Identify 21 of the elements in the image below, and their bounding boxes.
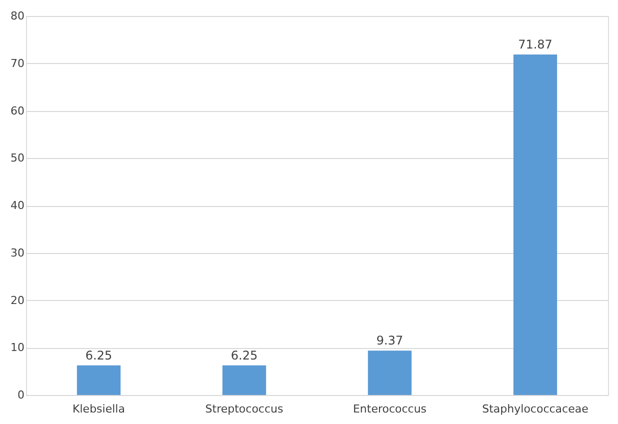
y-tick-label: 10 [10,341,24,354]
bar [513,54,558,395]
data-label: 71.87 [518,38,552,52]
y-tick-label: 0 [18,388,24,402]
data-label: 9.37 [376,334,404,348]
y-tick-label: 20 [10,294,24,307]
x-tick-label: Streptococcus [205,402,284,416]
bar [76,365,121,395]
y-tick-label: 70 [10,56,24,70]
bar [222,365,266,395]
y-tick-label: 50 [10,152,24,165]
bar [368,350,412,395]
data-label: 6.25 [85,348,112,362]
y-tick-label: 80 [10,10,24,22]
y-tick-label: 30 [10,246,24,260]
x-tick-label: Staphylococcaceae [482,402,589,416]
x-tick-label: Enterococcus [352,402,427,416]
data-label: 6.25 [230,348,258,362]
x-tick-label: Klebsiella [72,402,125,416]
y-tick-label: 60 [10,104,24,118]
y-tick-label: 40 [10,199,24,212]
